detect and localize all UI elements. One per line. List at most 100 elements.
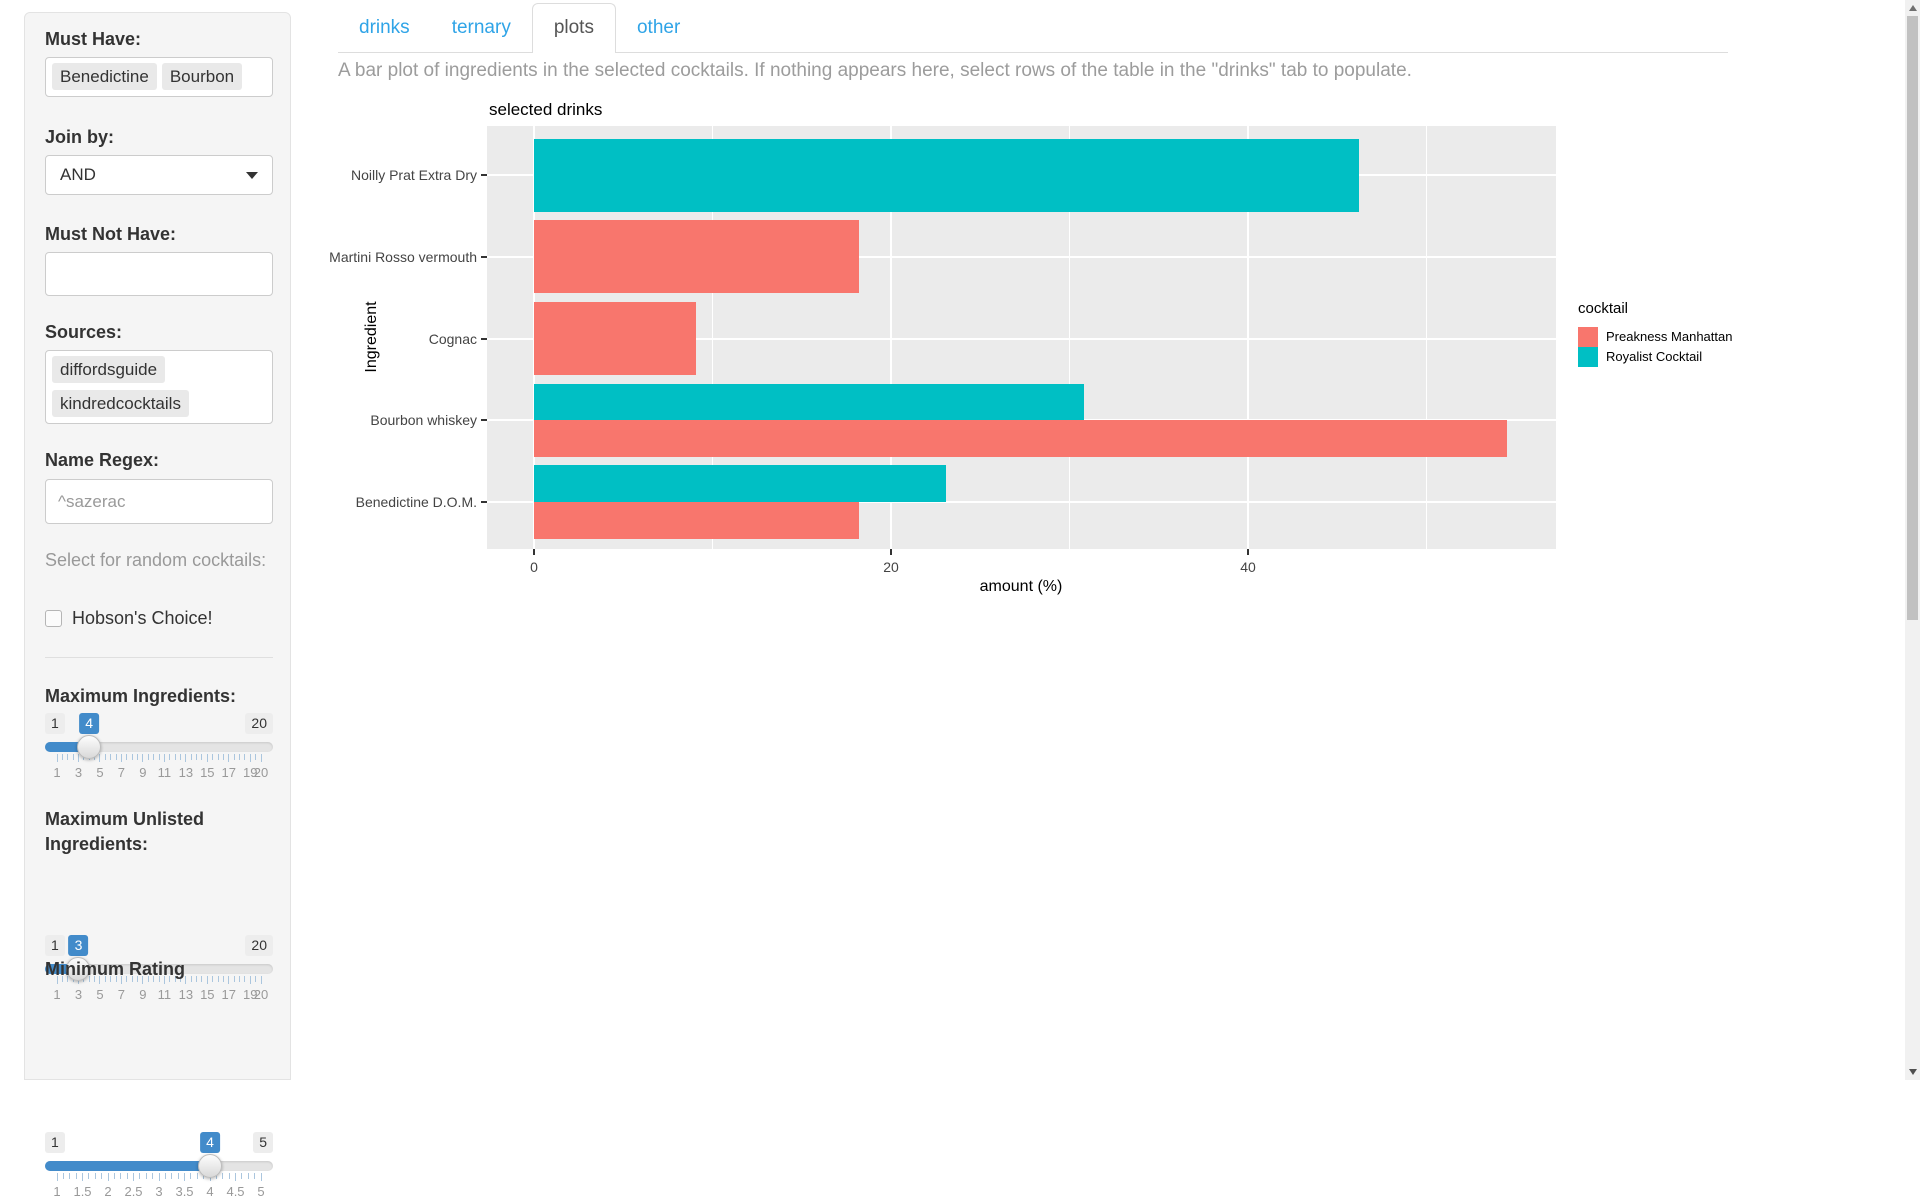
name-regex-input[interactable]: [45, 479, 273, 524]
slider-grid-tick: [260, 754, 262, 762]
slider-tick: [147, 754, 149, 760]
slider-grid-label: 4.5: [226, 1184, 245, 1199]
x-axis-tick: [1247, 549, 1249, 555]
bar-Preakness Manhattan[interactable]: [534, 302, 697, 375]
slider-track[interactable]: [45, 742, 273, 752]
slider-tick: [222, 1173, 224, 1179]
slider-tick: [169, 976, 171, 982]
bar-Royalist Cocktail[interactable]: [534, 465, 947, 502]
slider-grid-label: 11: [157, 987, 172, 1002]
slider-tick: [153, 754, 155, 760]
must-not-have-input[interactable]: [45, 252, 273, 296]
join-by-select[interactable]: AND: [45, 155, 273, 195]
slider-tick: [101, 1173, 103, 1179]
plot-help-text: A bar plot of ingredients in the selecte…: [338, 60, 1412, 81]
sources-input[interactable]: diffordsguide kindredcocktails: [45, 350, 273, 424]
slider-tick: [217, 976, 219, 982]
slider-tick: [212, 754, 214, 760]
slider-tick: [244, 976, 246, 982]
legend-swatch[interactable]: [1578, 327, 1598, 347]
slider-handle[interactable]: [77, 735, 102, 759]
tab-plots[interactable]: plots: [531, 3, 616, 53]
x-axis-title: amount (%): [979, 578, 1063, 595]
slider-grid-label: 3: [74, 765, 83, 780]
slider-tick: [233, 976, 235, 982]
slider-grid-label: 13: [178, 765, 194, 780]
filter-sidebar: Must Have: Benedictine Bourbon Join by: A…: [24, 12, 291, 1199]
y-axis-label: Martini Rosso vermouth: [329, 248, 477, 265]
slider-tick: [169, 754, 171, 760]
tab-other[interactable]: other: [636, 17, 681, 38]
slider-grid-tick: [163, 976, 165, 984]
selected-tag[interactable]: Bourbon: [161, 63, 243, 90]
legend-swatch[interactable]: [1578, 347, 1598, 367]
tab-drinks[interactable]: drinks: [359, 17, 410, 38]
slider-tick: [196, 976, 198, 982]
slider-tick: [88, 976, 90, 982]
slider-track[interactable]: [45, 964, 273, 974]
slider-min-badge: 1: [45, 1132, 65, 1153]
chevron-down-icon: [246, 171, 258, 179]
tab-ternary[interactable]: ternary: [451, 17, 511, 38]
bar-Preakness Manhattan[interactable]: [534, 220, 859, 294]
slider-grid-label: 5: [96, 765, 104, 780]
slider-tick: [94, 976, 96, 982]
slider-grid-label: 3.5: [175, 1184, 194, 1199]
slider-tick: [174, 976, 176, 982]
slider-grid-tick: [82, 1173, 83, 1181]
slider-tick: [94, 1173, 96, 1179]
sources-label: Sources:: [45, 322, 123, 342]
slider-grid-tick: [142, 754, 144, 762]
slider-grid-label: 1: [53, 1184, 61, 1199]
slider-grid-label: 20: [253, 765, 269, 780]
bar-Royalist Cocktail[interactable]: [534, 138, 1359, 212]
slider-tick: [255, 976, 257, 982]
slider-grid-tick: [185, 976, 187, 984]
slider-label: Minimum Rating: [45, 959, 185, 979]
slider-grid-label: 4: [206, 1184, 214, 1199]
slider-tick: [254, 1173, 256, 1179]
must-have-input[interactable]: Benedictine Bourbon: [45, 57, 273, 97]
legend-label[interactable]: Royalist Cocktail: [1606, 349, 1703, 364]
page-scrollbar[interactable]: [1905, 0, 1920, 1080]
scroll-up-arrow[interactable]: [1905, 0, 1920, 16]
x-axis-label: 0: [530, 559, 538, 575]
slider-grid-label: 3: [74, 987, 83, 1002]
hobsons-choice-checkbox[interactable]: [45, 610, 62, 627]
bar-Royalist Cocktail[interactable]: [534, 383, 1084, 421]
slider-tick: [190, 976, 192, 982]
slider-tick: [241, 1173, 243, 1179]
slider-grid-tick: [120, 976, 122, 984]
x-axis-label: 40: [1240, 559, 1256, 575]
slider-handle[interactable]: [198, 1154, 222, 1178]
slider-tick: [137, 976, 139, 982]
slider-tick: [115, 976, 117, 982]
slider-handle[interactable]: [66, 957, 91, 981]
slider-tick: [126, 976, 128, 982]
join-by-value: AND: [60, 165, 96, 184]
slider-grid-tick: [99, 754, 101, 762]
legend-label[interactable]: Preakness Manhattan: [1606, 329, 1733, 344]
bar-Preakness Manhattan[interactable]: [534, 420, 1507, 457]
bar-Preakness Manhattan[interactable]: [534, 502, 859, 539]
selected-tag[interactable]: Benedictine: [52, 63, 157, 90]
slider-grid-label: 15: [200, 765, 215, 780]
slider-grid-tick: [120, 754, 122, 762]
chart-title: selected drinks: [489, 100, 603, 119]
slider-max-badge: 20: [245, 935, 273, 956]
slider-grid-tick: [158, 1173, 160, 1181]
slider-value-badge: 3: [68, 935, 89, 956]
slider-grid-label: 15: [200, 987, 215, 1002]
slider-tick: [217, 754, 219, 760]
slider-grid-tick: [184, 1173, 185, 1181]
y-axis-tick: [481, 501, 487, 503]
slider-grid-label: 11: [157, 765, 172, 780]
scroll-down-arrow[interactable]: [1905, 1064, 1920, 1080]
must-not-have-label: Must Not Have:: [45, 224, 177, 244]
scrollbar-thumb[interactable]: [1907, 16, 1918, 620]
legend-title: cocktail: [1578, 300, 1629, 317]
slider-tick: [115, 754, 117, 760]
slider-tick: [126, 1173, 128, 1179]
selected-tag[interactable]: diffordsguide: [52, 356, 166, 383]
selected-tag[interactable]: kindredcocktails: [52, 389, 189, 417]
